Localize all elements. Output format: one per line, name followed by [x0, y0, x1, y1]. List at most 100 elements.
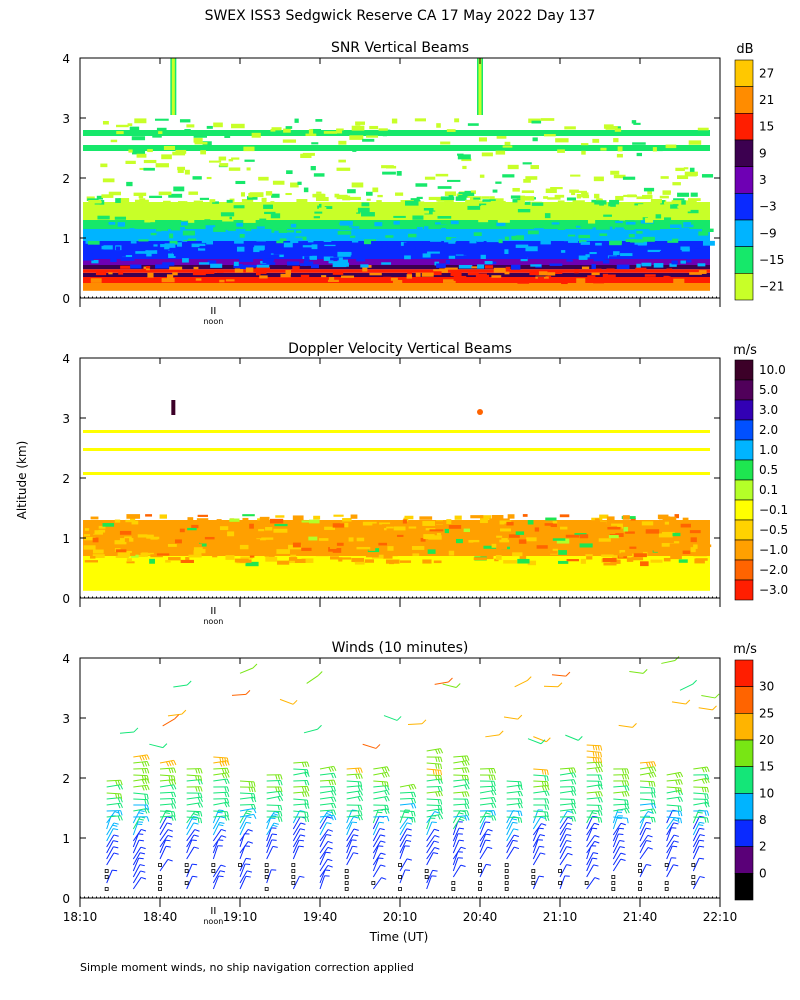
calm-marker	[104, 887, 109, 891]
barb-feather	[380, 864, 386, 867]
barb-feather	[704, 787, 707, 793]
barb-feather	[577, 736, 583, 741]
data-speckle	[259, 275, 268, 279]
data-speckle	[555, 138, 569, 143]
barb-shaft	[506, 840, 514, 854]
barb-feather	[193, 822, 199, 825]
data-speckle	[604, 228, 611, 234]
barb-feather	[317, 671, 323, 676]
barb-shaft	[452, 833, 459, 848]
data-speckle	[180, 559, 194, 563]
barb-feather	[120, 803, 123, 809]
data-speckle	[669, 543, 683, 548]
data-speckle	[439, 268, 448, 273]
data-speckle	[316, 191, 322, 194]
barb-feather	[192, 863, 198, 866]
barb-feather	[466, 779, 470, 785]
barb-feather	[434, 811, 440, 814]
data-speckle	[124, 538, 130, 542]
data-speckle	[240, 192, 245, 197]
colorbar-swatch	[734, 539, 754, 561]
data-speckle	[458, 264, 473, 269]
data-speckle	[437, 243, 447, 248]
barb-feather	[166, 822, 173, 825]
barb-feather	[277, 786, 280, 792]
barb-feather	[440, 786, 443, 792]
data-speckle	[356, 546, 371, 550]
barb-shaft	[372, 816, 380, 830]
barb-feather	[435, 769, 438, 775]
data-speckle	[645, 217, 654, 223]
data-speckle	[495, 216, 509, 219]
data-speckle	[662, 531, 675, 535]
barb-feather	[197, 779, 201, 785]
barb-feather	[680, 811, 683, 817]
barb-feather	[571, 786, 574, 792]
data-speckle	[83, 545, 96, 550]
data-speckle	[168, 253, 176, 258]
data-speckle	[349, 235, 356, 238]
barb-feather	[624, 785, 627, 791]
data-speckle	[566, 259, 573, 262]
barb-shaft	[586, 816, 594, 830]
barb-feather	[280, 774, 283, 780]
data-speckle	[130, 241, 137, 244]
barb-feather	[592, 857, 598, 860]
data-speckle	[366, 191, 373, 196]
barb-feather	[146, 768, 150, 774]
barb-feather	[511, 818, 517, 821]
data-speckle	[259, 218, 267, 224]
barb-feather	[304, 799, 307, 805]
barb-shaft	[612, 852, 622, 866]
data-speckle	[251, 132, 261, 138]
data-speckle	[313, 216, 320, 219]
barb-feather	[272, 824, 278, 828]
data-speckle	[522, 220, 534, 224]
data-speckle	[188, 217, 195, 223]
data-speckle	[312, 250, 323, 256]
data-speckle	[552, 520, 558, 525]
data-speckle	[114, 540, 127, 545]
barb-shaft	[613, 816, 628, 819]
barb-feather	[327, 829, 333, 832]
barb-feather	[597, 805, 600, 811]
data-speckle	[667, 238, 679, 243]
data-speckle	[447, 179, 461, 182]
data-speckle	[428, 196, 441, 200]
data-speckle	[455, 538, 463, 544]
calm-marker	[238, 863, 242, 867]
barb-shaft	[612, 858, 622, 872]
barb-shaft	[399, 817, 409, 830]
barb-shaft	[132, 852, 141, 866]
data-speckle	[151, 536, 160, 540]
barb-feather	[653, 781, 656, 787]
data-speckle	[262, 258, 273, 264]
barb-shaft	[372, 828, 381, 842]
data-layer	[83, 265, 710, 270]
data-speckle	[386, 532, 393, 535]
data-speckle	[298, 535, 313, 540]
data-speckle	[361, 202, 370, 207]
data-speckle	[423, 226, 429, 230]
data-speckle	[328, 277, 335, 281]
data-speckle	[531, 120, 542, 124]
barb-feather	[566, 864, 572, 867]
data-speckle	[157, 209, 168, 213]
data-speckle	[473, 197, 481, 200]
data-speckle	[440, 196, 455, 201]
data-speckle	[301, 520, 310, 523]
data-speckle	[502, 145, 513, 148]
data-speckle	[504, 236, 509, 241]
data-speckle	[198, 248, 206, 251]
barb-feather	[570, 772, 574, 778]
data-speckle	[483, 545, 497, 549]
barb-shaft	[666, 845, 673, 860]
barb-feather	[466, 767, 470, 773]
barb-feather	[298, 845, 304, 848]
data-speckle	[422, 253, 431, 258]
data-speckle	[120, 265, 131, 269]
data-speckle	[681, 248, 690, 252]
barb-feather	[141, 755, 145, 761]
data-speckle	[387, 546, 394, 551]
data-speckle	[693, 551, 707, 557]
